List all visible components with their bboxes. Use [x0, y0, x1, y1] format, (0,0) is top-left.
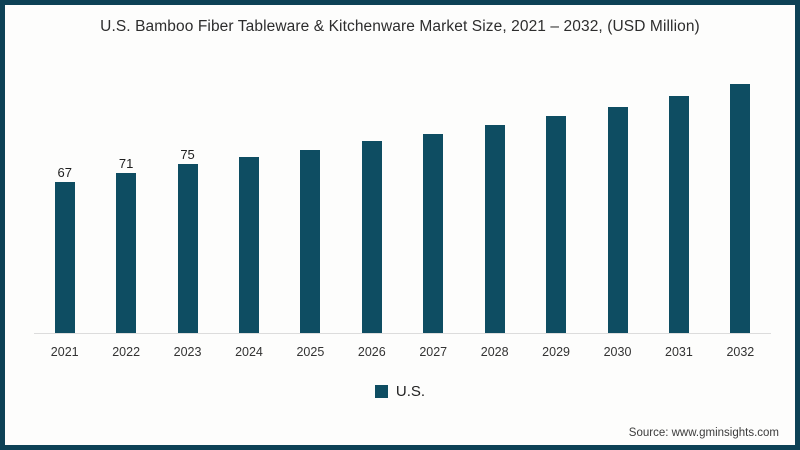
bar-2025 [300, 150, 321, 333]
bar-2024 [238, 157, 259, 333]
bar-value-label: 71 [118, 156, 134, 171]
x-axis-label-2027: 2027 [419, 345, 448, 359]
source-attribution: Source: www.gminsights.com [628, 427, 779, 439]
bar-2029 [546, 116, 567, 333]
legend-label: U.S. [395, 383, 426, 400]
x-axis-label-2028: 2028 [480, 345, 509, 359]
bar-column [525, 99, 586, 333]
bar-column: 71 [95, 156, 156, 333]
bar-column [280, 133, 341, 333]
bar-column: 75 [157, 147, 218, 333]
chart-title: U.S. Bamboo Fiber Tableware & Kitchenwar… [100, 18, 700, 35]
bar-column [648, 79, 709, 333]
bar-2023 [177, 164, 198, 333]
x-axis-label-2030: 2030 [603, 345, 632, 359]
bar-column [403, 117, 464, 333]
bar-value-label: 75 [180, 147, 195, 162]
legend-swatch-icon [374, 385, 388, 398]
x-axis-label-2021: 2021 [50, 345, 79, 359]
bar-column [464, 108, 525, 333]
bar-2027 [423, 134, 444, 333]
bar-value-label: 67 [57, 165, 72, 180]
x-axis-label-2022: 2022 [112, 345, 141, 359]
bar-column: 67 [34, 165, 95, 333]
bar-2028 [484, 125, 505, 333]
bar-column [218, 140, 279, 333]
x-axis-label-2029: 2029 [542, 345, 570, 359]
x-axis-label-2025: 2025 [296, 345, 325, 359]
bar-column [587, 90, 648, 333]
bar-column [341, 124, 402, 333]
plot-area: 67 71 75 [34, 81, 771, 334]
bar-2032 [730, 84, 751, 333]
x-axis-label-2024: 2024 [235, 345, 263, 359]
bar-2026 [361, 141, 382, 333]
x-axis-label-2032: 2032 [726, 345, 755, 359]
x-axis-label-2031: 2031 [665, 345, 693, 359]
legend: U.S. [5, 383, 795, 400]
bar-2021 [54, 182, 75, 333]
x-axis-label-2026: 2026 [357, 345, 386, 359]
x-axis-labels: 2021 2022 2023 2024 2025 2026 2027 2028 2029 2030… [34, 345, 771, 359]
bar-2031 [668, 96, 689, 333]
bar-2030 [607, 107, 628, 333]
x-axis-label-2023: 2023 [173, 345, 202, 359]
bar-2022 [116, 173, 137, 333]
bar-column [710, 67, 771, 333]
